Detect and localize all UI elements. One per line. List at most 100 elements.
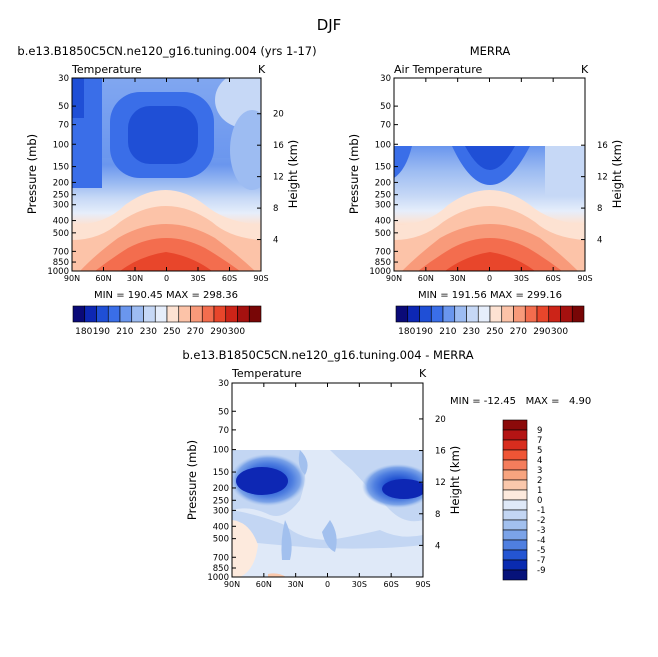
colorbar-label: 270 (187, 327, 204, 337)
y-tick-label: 250 (375, 191, 391, 201)
colorbar-box (178, 305, 191, 323)
x-tick-label: 90S (253, 274, 268, 283)
y-tick-label: 400 (53, 217, 69, 227)
stats-label: MIN = 190.45 MAX = 298.36 (94, 290, 238, 301)
x-tick-label: 90N (386, 274, 402, 283)
panel-difference: b.e13.B1850C5CN.ne120_g16.tuning.004 - M… (182, 348, 591, 589)
height-tick-label: 8 (273, 204, 278, 214)
x-tick-label: 30S (190, 274, 205, 283)
axes: 305070100150200250300400500700850100090N… (207, 379, 445, 589)
colorbar-label: -1 (537, 506, 545, 516)
y-tick-label: 400 (213, 522, 229, 532)
x-tick-label: 60N (95, 274, 111, 283)
colorbar-box (225, 305, 238, 323)
colorbar-box (96, 305, 109, 323)
x-tick-label: 60N (256, 580, 272, 589)
y-tick-label: 50 (380, 102, 391, 112)
colorbar-label: 230 (140, 327, 157, 337)
y-tick-label: 700 (213, 553, 229, 563)
colorbar-box (502, 479, 528, 491)
colorbar-box (571, 305, 585, 323)
colorbar-box (419, 305, 432, 323)
y-tick-label: 300 (53, 201, 69, 211)
page-title: DJF (317, 16, 342, 34)
colorbar-box (466, 305, 479, 323)
colorbar-box (502, 549, 528, 561)
y-tick-label: 1000 (47, 267, 69, 277)
colorbar-box (502, 539, 528, 551)
colorbar-box (502, 429, 528, 441)
colorbar-box (502, 459, 528, 471)
colorbar-box (502, 469, 528, 481)
height-tick-label: 4 (273, 236, 278, 246)
colorbar-label: 270 (510, 327, 527, 337)
colorbar-box (502, 499, 528, 511)
x-tick-label: 0 (325, 580, 330, 589)
y-axis-label: Pressure (mb) (185, 440, 199, 520)
height-tick-label: 16 (273, 141, 284, 151)
panel-title: b.e13.B1850C5CN.ne120_g16.tuning.004 - M… (182, 348, 473, 362)
colorbar-box (489, 305, 503, 323)
axes: 305070100150200250300400500700850100090N… (369, 74, 607, 283)
y-axis-label: Pressure (mb) (347, 134, 361, 214)
colorbar-label: 190 (93, 327, 110, 337)
colorbar-label: 210 (116, 327, 133, 337)
colorbar-label: 190 (416, 327, 433, 337)
colorbar-box (502, 439, 528, 451)
colorbar-box (107, 305, 121, 323)
colorbar-label: 210 (439, 327, 456, 337)
colorbar-box (454, 305, 467, 323)
x-tick-label: 30N (450, 274, 466, 283)
x-tick-label: 0 (164, 274, 169, 283)
y-tick-label: 150 (53, 163, 69, 173)
colorbar-box (237, 305, 250, 323)
y-tick-label: 200 (375, 178, 391, 188)
colorbar-label: 2 (537, 476, 542, 486)
colorbar-label: 4 (537, 456, 542, 466)
colorbar-box (119, 305, 133, 323)
colorbar-box (502, 419, 528, 431)
height-tick-label: 4 (435, 541, 440, 551)
colorbar-label: 300 (228, 327, 245, 337)
colorbar-label: 0 (537, 496, 542, 506)
colorbar-label: 7 (537, 436, 542, 446)
colorbar-box (154, 305, 168, 323)
colorbar-box (513, 305, 526, 323)
contour-field (72, 78, 261, 271)
colorbar-box (501, 305, 514, 323)
y-tick-label: 70 (218, 426, 229, 436)
height-tick-label: 12 (273, 173, 284, 183)
x-tick-label: 60S (546, 274, 561, 283)
y-tick-label: 500 (375, 229, 391, 239)
x-tick-label: 0 (487, 274, 492, 283)
colorbar-label: 180 (398, 327, 415, 337)
colorbar: 180 190 210 230 250 270 290 300 (395, 305, 585, 337)
colorbar-box (407, 305, 420, 323)
colorbar-box (560, 305, 573, 323)
colorbar-box (536, 305, 550, 323)
height-tick-label: 12 (435, 478, 446, 488)
colorbar-label: 300 (551, 327, 568, 337)
y-tick-label: 500 (53, 229, 69, 239)
y-tick-label: 700 (53, 247, 69, 257)
x-tick-label: 90N (224, 580, 240, 589)
y-tick-label: 100 (213, 446, 229, 456)
contour-field (394, 78, 585, 271)
height-tick-label: 20 (435, 415, 446, 425)
colorbar-box (477, 305, 491, 323)
panel-left-label: Temperature (231, 367, 302, 380)
x-tick-label: 30S (514, 274, 529, 283)
colorbar-label: 250 (163, 327, 180, 337)
panel-title: b.e13.B1850C5CN.ne120_g16.tuning.004 (yr… (17, 44, 316, 58)
height-tick-label: 4 (597, 236, 602, 246)
colorbar-label: 5 (537, 446, 542, 456)
panel-left-label: Temperature (71, 63, 142, 76)
panel-unit-label: K (419, 367, 427, 380)
y-tick-label: 850 (53, 258, 69, 268)
y-tick-label: 50 (218, 407, 229, 417)
colorbar-box (201, 305, 215, 323)
colorbar-box (548, 305, 561, 323)
panel-left-label: Air Temperature (394, 63, 483, 76)
x-tick-label: 30N (288, 580, 304, 589)
y-tick-label: 150 (213, 468, 229, 478)
